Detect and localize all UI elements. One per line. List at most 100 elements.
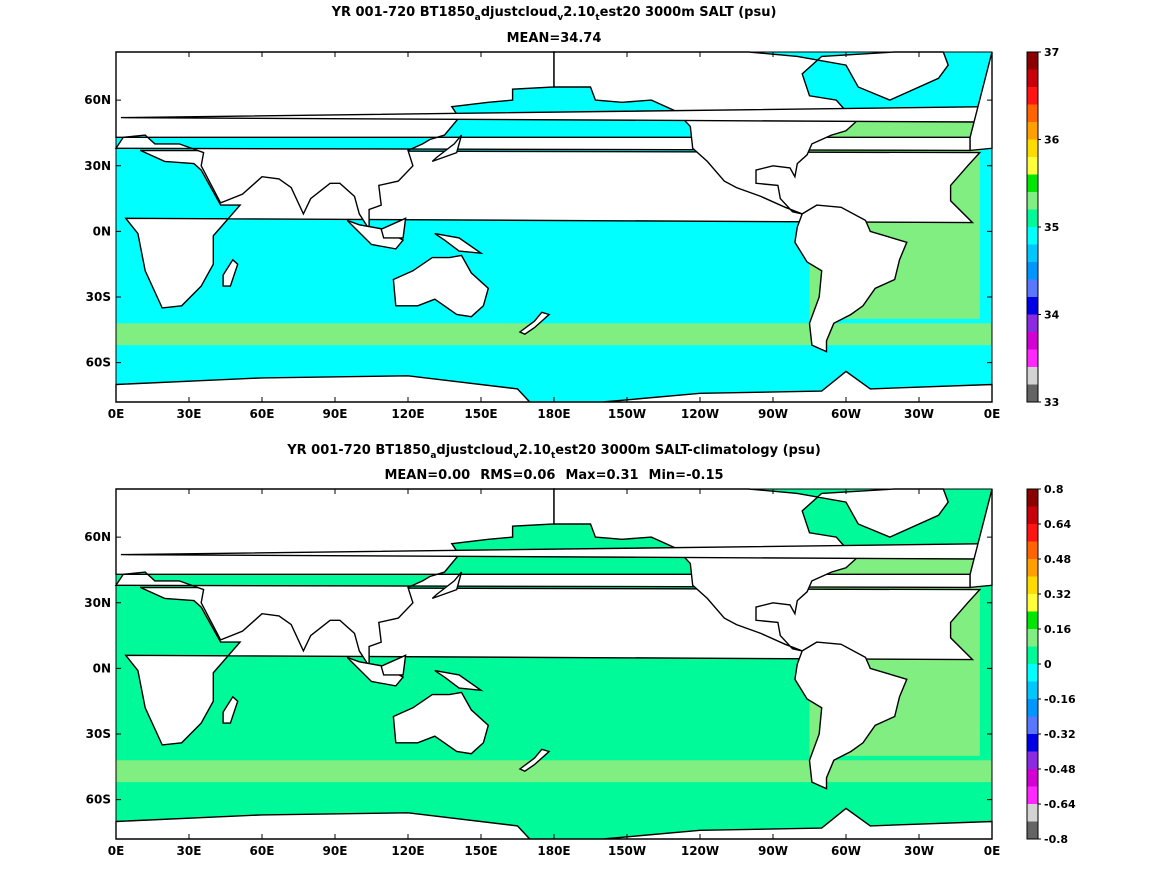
colorbar-swatch (1027, 122, 1038, 140)
stat-value: Min=-0.15 (648, 468, 724, 483)
land-mass (434, 232, 484, 255)
colorbar-swatch (1027, 611, 1038, 630)
land-mass (434, 669, 484, 692)
x-tick-label: 120W (681, 407, 719, 421)
colorbar-label: 0.64 (1044, 518, 1071, 531)
colorbar-swatch (1027, 664, 1038, 682)
y-tick-label: 60S (86, 793, 111, 807)
x-tick-label: 30E (177, 407, 202, 421)
land-mass (431, 134, 463, 163)
colorbar-swatch (1027, 297, 1038, 315)
colorbar-swatch (1027, 209, 1038, 228)
colorbar-label: 37 (1044, 46, 1059, 59)
colorbar-swatch (1027, 139, 1038, 158)
colorbar-label: 36 (1044, 134, 1060, 147)
colorbar-swatch (1027, 681, 1038, 700)
colorbar-swatch (1027, 87, 1038, 105)
colorbar-swatch (1027, 716, 1038, 735)
colorbar: 0.8 0.64 0.48 0.32 0.16 0 -0.16 -0.32 -0.48 -0.64… (1026, 483, 1076, 846)
colorbar-label: 0 (1044, 658, 1052, 671)
land-mass (431, 571, 463, 600)
map-area (114, 488, 993, 840)
stat-value: Max=0.31 (565, 468, 639, 483)
colorbar-label: 0.48 (1044, 553, 1071, 566)
stat-value: MEAN=34.74 (506, 31, 602, 46)
x-tick-label: 60E (250, 407, 275, 421)
colorbar-swatch (1027, 192, 1038, 210)
colorbar-swatch (1027, 489, 1038, 507)
land-mass (346, 219, 405, 250)
colorbar-swatch (1027, 69, 1038, 88)
colorbar-label: 0.32 (1044, 588, 1071, 601)
colorbar-label: -0.32 (1044, 728, 1076, 741)
y-tick-label: 30S (86, 290, 111, 304)
colorbar-swatch (1027, 367, 1038, 385)
x-tick-label: 60W (831, 844, 861, 858)
colorbar-swatch (1027, 332, 1038, 350)
land-mass (346, 656, 405, 687)
y-tick-label: 60N (84, 93, 111, 107)
colorbar-swatch (1027, 524, 1038, 542)
x-tick-label: 90W (758, 407, 788, 421)
colorbar-swatch (1027, 227, 1038, 245)
y-tick-label: 30N (84, 596, 111, 610)
colorbar-swatch (1027, 769, 1038, 787)
colorbar-swatch (1027, 52, 1038, 70)
x-tick-label: 30W (904, 407, 934, 421)
x-tick-label: 150E (464, 844, 497, 858)
y-tick-label: 30N (84, 159, 111, 173)
colorbar-swatch (1027, 314, 1038, 333)
panel-1-map: 0E 30E 60E 90E 120E 150E 180E 150W 120W 90W 60W 30W… (84, 46, 1060, 421)
colorbar-label: -0.64 (1044, 798, 1076, 811)
land-mass (392, 254, 490, 318)
land-mass (518, 311, 551, 335)
southern-band (116, 760, 992, 783)
land-mass (794, 204, 908, 353)
colorbar-swatch (1027, 384, 1038, 403)
x-tick-label: 0E (108, 407, 125, 421)
colorbar-label: -0.16 (1044, 693, 1076, 706)
land-mass (380, 217, 407, 239)
panel-2-title: YR 001-720 BT1850adjustcloudv2.10test20 … (287, 443, 821, 461)
colorbar-label: -0.48 (1044, 763, 1076, 776)
colorbar-label: 0.16 (1044, 623, 1071, 636)
colorbar-swatch (1027, 559, 1038, 577)
panel-2-stats: MEAN=0.00 RMS=0.06 Max=0.31 Min=-0.15 (116, 467, 992, 484)
map-area (114, 51, 993, 403)
colorbar-swatch (1027, 629, 1038, 647)
x-tick-label: 60E (250, 844, 275, 858)
colorbar-swatch (1027, 244, 1038, 263)
x-tick-label: 0E (984, 407, 1001, 421)
land-mass (222, 695, 239, 724)
colorbar-swatch (1027, 786, 1038, 805)
x-tick-label: 180E (537, 407, 570, 421)
x-tick-label: 60W (831, 407, 861, 421)
y-tick-label: 30S (86, 727, 111, 741)
y-tick-label: 0N (93, 224, 111, 238)
land-mass (222, 258, 239, 287)
y-tick-label: 60S (86, 356, 111, 370)
stat-value: MEAN=0.00 (384, 468, 471, 483)
x-tick-label: 150E (464, 407, 497, 421)
x-tick-label: 90W (758, 844, 788, 858)
x-tick-label: 90E (323, 407, 348, 421)
x-tick-label: 120E (391, 407, 424, 421)
x-tick-label: 0E (108, 844, 125, 858)
colorbar-swatch (1027, 349, 1038, 368)
land-mass (553, 488, 949, 652)
x-tick-label: 150W (608, 407, 646, 421)
colorbar-label: 33 (1044, 396, 1059, 409)
x-tick-label: 120E (391, 844, 424, 858)
colorbar-swatch (1027, 821, 1038, 840)
land-mass (518, 748, 551, 772)
land-mass (380, 654, 407, 676)
colorbar-label: -0.8 (1044, 833, 1068, 846)
stat-value: RMS=0.06 (480, 468, 556, 483)
colorbar-label: 0.8 (1044, 483, 1064, 496)
x-tick-label: 180E (537, 844, 570, 858)
colorbar-swatch (1027, 734, 1038, 752)
colorbar-swatch (1027, 646, 1038, 665)
colorbar: 37 36 35 34 33 (1026, 46, 1060, 409)
y-tick-label: 60N (84, 530, 111, 544)
